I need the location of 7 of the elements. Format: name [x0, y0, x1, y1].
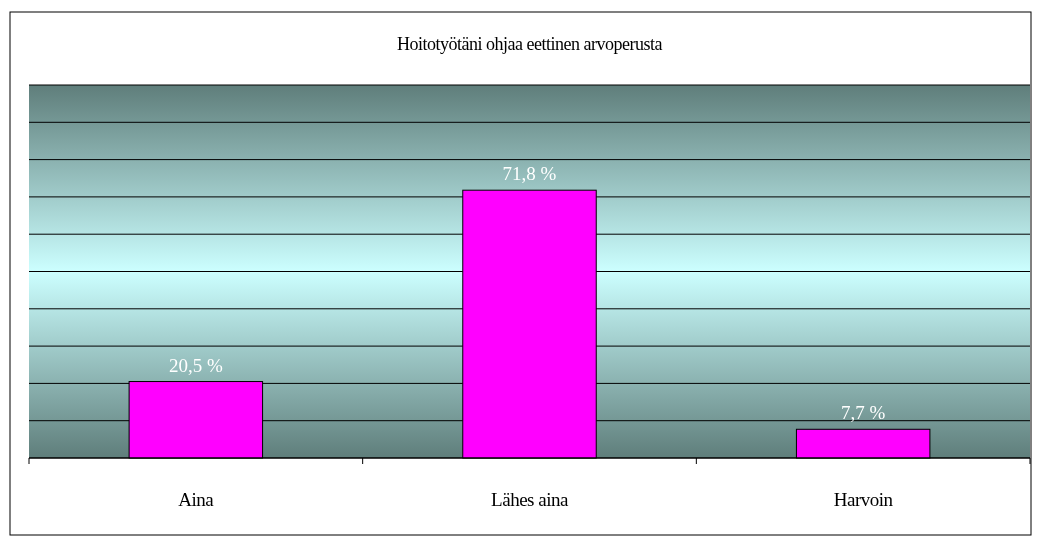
x-tick-label: Harvoin [833, 489, 894, 510]
data-label: 7,7 % [841, 402, 886, 424]
data-label: 71,8 % [502, 163, 557, 185]
x-tick-label: Aina [178, 489, 215, 510]
chart-title: Hoitotyötäni ohjaa eettinen arvoperusta [397, 34, 663, 54]
x-tick-label: Lähes aina [491, 489, 569, 510]
data-label: 20,5 % [168, 354, 223, 376]
